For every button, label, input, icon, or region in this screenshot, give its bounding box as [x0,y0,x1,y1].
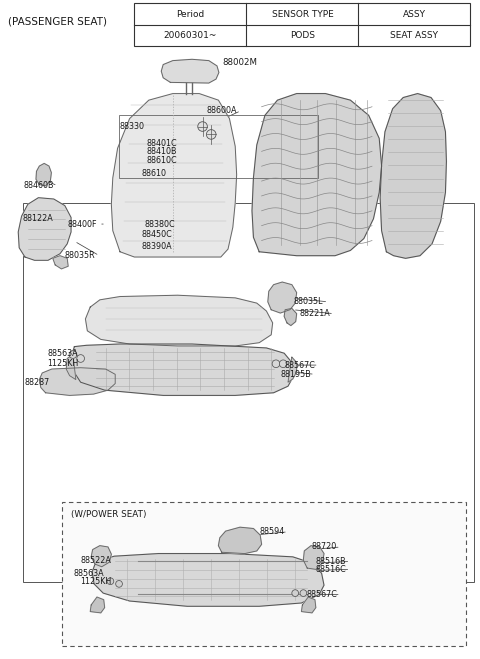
Text: 88287: 88287 [25,378,50,387]
Text: 88567C: 88567C [284,360,315,370]
Text: 88567C: 88567C [306,590,337,599]
Text: 88594: 88594 [259,527,285,536]
Circle shape [292,590,299,596]
Polygon shape [91,546,111,567]
Polygon shape [111,94,237,257]
Circle shape [116,581,122,587]
Polygon shape [71,344,294,395]
Text: 88401C: 88401C [146,138,177,148]
Text: 1125KH: 1125KH [47,358,78,368]
Bar [134,3,470,46]
Text: 88563A: 88563A [47,349,78,358]
Text: 88563A: 88563A [74,569,105,578]
Polygon shape [268,282,297,313]
Polygon shape [252,94,382,256]
Circle shape [206,130,216,139]
Polygon shape [66,355,76,380]
Text: 88221A: 88221A [300,309,330,318]
Text: 88720: 88720 [312,542,337,552]
Polygon shape [36,163,51,186]
Text: SEAT ASSY: SEAT ASSY [390,31,438,40]
Polygon shape [380,94,446,258]
Circle shape [107,578,114,585]
Text: 88410B: 88410B [146,147,177,156]
Polygon shape [218,527,262,554]
Circle shape [69,351,77,358]
Text: 88380C: 88380C [145,219,176,229]
Text: SENSOR TYPE: SENSOR TYPE [272,9,333,18]
Polygon shape [85,295,273,346]
Bar [23,203,474,582]
Text: 20060301~: 20060301~ [164,31,217,40]
Polygon shape [18,198,71,260]
Circle shape [77,355,84,362]
Circle shape [300,590,307,596]
Text: 88522A: 88522A [81,556,111,565]
Text: 88610C: 88610C [146,156,177,165]
Text: Period: Period [176,9,204,18]
Text: 88035R: 88035R [65,251,96,260]
Polygon shape [301,597,316,613]
Text: 88516C: 88516C [316,565,347,574]
Text: 88400F: 88400F [67,219,96,229]
Circle shape [279,360,287,368]
Polygon shape [284,308,297,326]
Text: 88195B: 88195B [280,370,311,379]
Text: 88390A: 88390A [142,242,172,251]
Text: 88450C: 88450C [142,230,172,239]
Text: 88035L: 88035L [294,297,323,306]
Text: (W/POWER SEAT): (W/POWER SEAT) [71,510,146,519]
Polygon shape [92,554,324,606]
Bar [119,115,318,178]
Text: ASSY: ASSY [403,9,426,18]
Text: 88516B: 88516B [316,557,347,566]
Polygon shape [39,368,115,395]
Text: 88600A: 88600A [206,106,237,115]
Polygon shape [161,59,219,83]
Text: 88610: 88610 [142,169,167,178]
Polygon shape [303,546,324,569]
Polygon shape [288,357,297,382]
Text: 88330: 88330 [119,122,144,131]
Polygon shape [53,256,68,269]
Text: 88002M: 88002M [223,58,257,67]
Text: PODS: PODS [290,31,315,40]
Circle shape [272,360,280,368]
Text: 1125KH: 1125KH [80,577,111,586]
Text: 88122A: 88122A [22,214,53,223]
Polygon shape [90,597,105,613]
Text: (PASSENGER SEAT): (PASSENGER SEAT) [8,16,107,26]
Circle shape [198,122,207,131]
Bar [62,502,466,646]
Text: 88460B: 88460B [23,181,54,190]
